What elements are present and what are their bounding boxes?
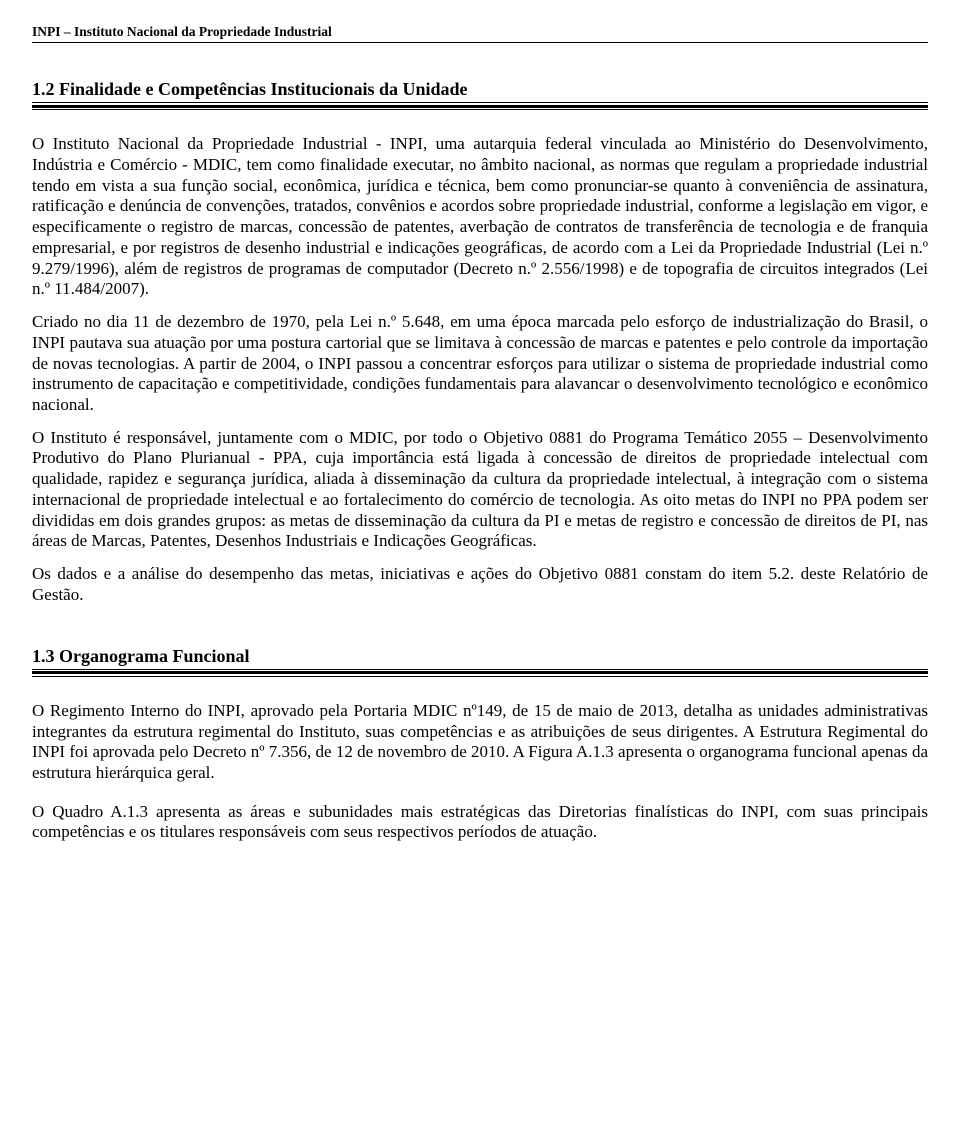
section-1-paragraph: O Instituto Nacional da Propriedade Indu… [32, 134, 928, 300]
section-1-paragraph: Os dados e a análise do desempenho das m… [32, 564, 928, 605]
section-2-paragraph: O Quadro A.1.3 apresenta as áreas e subu… [32, 802, 928, 843]
page-header: INPI – Instituto Nacional da Propriedade… [32, 24, 928, 40]
section-1-paragraph: Criado no dia 11 de dezembro de 1970, pe… [32, 312, 928, 416]
section-1-rule [32, 102, 928, 110]
section-2-title: 1.3 Organograma Funcional [32, 646, 928, 667]
section-2-paragraph: O Regimento Interno do INPI, aprovado pe… [32, 701, 928, 784]
section-1-paragraph: O Instituto é responsável, juntamente co… [32, 428, 928, 552]
section-1-title: 1.2 Finalidade e Competências Institucio… [32, 79, 928, 100]
header-rule [32, 42, 928, 43]
section-2-rule [32, 669, 928, 677]
